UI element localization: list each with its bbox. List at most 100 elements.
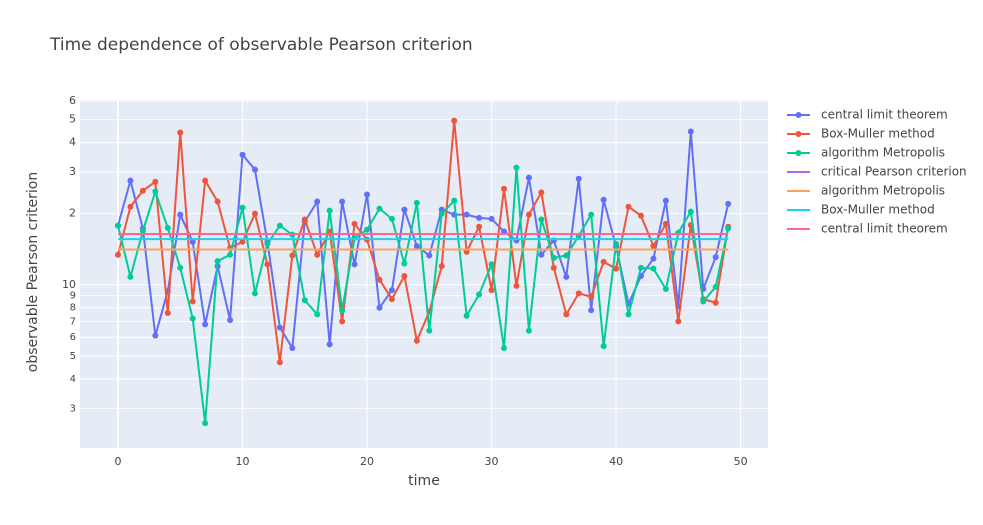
data-point [289, 345, 296, 352]
data-point [625, 203, 632, 210]
data-point [351, 261, 358, 268]
data-point [114, 222, 121, 229]
data-point [575, 290, 582, 297]
data-point [301, 216, 308, 223]
x-tick-label: 40 [609, 455, 623, 468]
data-point [376, 304, 383, 311]
data-point [413, 199, 420, 206]
data-point [687, 128, 694, 135]
data-point [476, 223, 483, 230]
y-tick-label: 3 [70, 403, 76, 414]
series-line [117, 131, 730, 352]
data-point [401, 272, 408, 279]
data-point [463, 312, 470, 319]
x-tick-label: 10 [236, 455, 250, 468]
data-point [650, 242, 657, 249]
data-point [675, 318, 682, 325]
data-point [725, 200, 732, 207]
data-point [600, 258, 607, 265]
data-point [488, 215, 495, 222]
y-tick-label: 4 [69, 135, 76, 148]
data-point [301, 297, 308, 304]
data-point [550, 264, 557, 271]
data-point [314, 198, 321, 205]
data-point [712, 283, 719, 290]
data-point [388, 215, 395, 222]
data-point [451, 117, 458, 124]
x-axis-title: time [408, 473, 440, 489]
data-point [662, 220, 669, 227]
data-point [538, 189, 545, 196]
data-point [525, 174, 532, 181]
data-point [177, 264, 184, 271]
data-point [127, 177, 134, 184]
data-point [463, 211, 470, 218]
data-point [438, 210, 445, 217]
data-point [525, 327, 532, 334]
data-point [388, 287, 395, 294]
data-point [189, 238, 196, 245]
data-point [426, 327, 433, 334]
data-point [600, 343, 607, 350]
y-tick-label: 5 [70, 351, 76, 362]
data-point [413, 337, 420, 344]
data-point [364, 226, 371, 233]
data-point [662, 197, 669, 204]
data-point [339, 307, 346, 314]
data-point [650, 265, 657, 272]
legend-marker [795, 131, 802, 137]
x-tick-label: 0 [114, 455, 121, 468]
legend-label: Box-Muller method [821, 127, 935, 141]
data-point [214, 258, 221, 265]
data-point [114, 251, 121, 258]
data-point [637, 264, 644, 271]
data-point [451, 197, 458, 204]
data-point [513, 282, 520, 289]
data-point [189, 315, 196, 322]
data-point [600, 196, 607, 203]
data-point [202, 321, 209, 328]
data-point [376, 205, 383, 212]
data-point [725, 225, 732, 232]
data-point [339, 198, 346, 205]
legend-marker [795, 112, 802, 118]
data-point [613, 240, 620, 247]
data-point [588, 211, 595, 218]
data-point [401, 260, 408, 267]
legend-label: central limit theorem [821, 108, 948, 122]
data-point [164, 224, 171, 231]
data-point [264, 240, 271, 247]
data-point [326, 341, 333, 348]
data-point [438, 263, 445, 270]
data-point [637, 212, 644, 219]
data-point [239, 151, 246, 158]
data-point [127, 203, 134, 210]
data-point [662, 285, 669, 292]
data-point [276, 222, 283, 229]
data-point [575, 175, 582, 182]
data-point [227, 316, 234, 323]
data-point [650, 255, 657, 262]
legend-marker [795, 150, 802, 156]
data-point [563, 252, 570, 259]
data-point [127, 273, 134, 280]
data-point [625, 311, 632, 318]
data-point [189, 298, 196, 305]
data-point [687, 208, 694, 215]
data-point [276, 359, 283, 366]
data-point [152, 188, 159, 195]
data-point [588, 307, 595, 314]
y-tick-label: 6 [70, 332, 76, 343]
data-point [513, 164, 520, 171]
data-point [164, 309, 171, 316]
data-point [289, 252, 296, 259]
y-tick-label: 6 [69, 94, 76, 107]
legend-label: central limit theorem [821, 222, 948, 236]
data-point [202, 420, 209, 427]
data-point [351, 220, 358, 227]
x-tick-label: 50 [734, 455, 748, 468]
data-point [314, 251, 321, 258]
data-point [314, 311, 321, 318]
data-point [476, 214, 483, 221]
